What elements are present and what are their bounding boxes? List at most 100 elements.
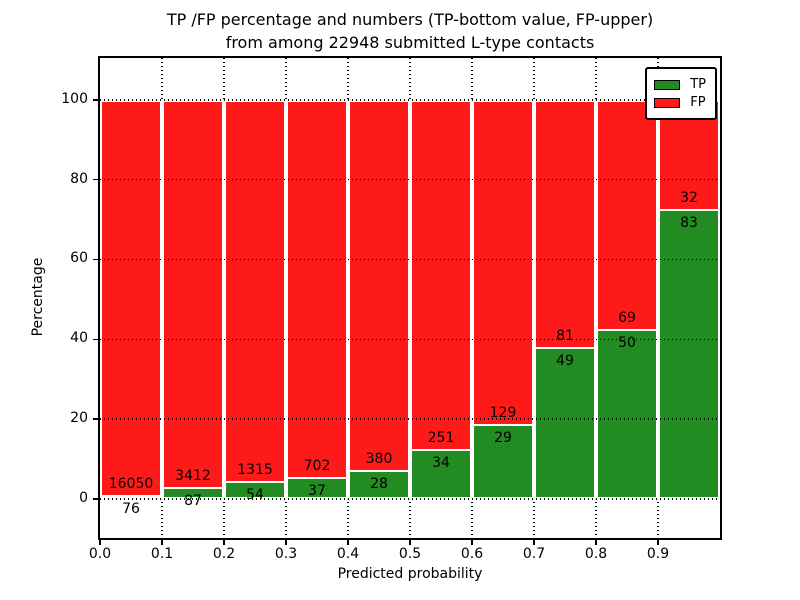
horizontal-gridline	[100, 179, 720, 181]
x-tick-label: 0.5	[398, 546, 422, 562]
tp-count-label: 49	[556, 352, 574, 369]
tp-count-label: 29	[494, 429, 512, 446]
tp-legend-label: TP	[690, 77, 706, 92]
fp-bar-segment	[226, 101, 284, 482]
chart-title: TP /FP percentage and numbers (TP-bottom…	[20, 8, 800, 54]
horizontal-gridline	[100, 99, 720, 101]
tp-count-label: 50	[618, 335, 636, 352]
x-tick-mark	[161, 540, 163, 545]
tp-bar-segment	[536, 346, 594, 497]
stacked-bar	[534, 99, 596, 499]
horizontal-gridline	[100, 338, 720, 340]
y-tick-label: 80	[70, 170, 88, 187]
x-tick-label: 0.8	[584, 546, 608, 562]
y-tick-label: 60	[70, 250, 88, 267]
fp-count-label: 16050	[108, 476, 154, 493]
x-tick-label: 0.2	[212, 546, 236, 562]
tp-count-label: 76	[122, 501, 140, 518]
fp-count-label: 69	[618, 310, 636, 327]
tp-count-label: 34	[432, 455, 450, 472]
tp-legend-swatch	[654, 79, 681, 90]
fp-bar-segment	[536, 101, 594, 347]
fp-count-label: 251	[427, 430, 455, 447]
stacked-bar	[348, 99, 410, 499]
y-tick-mark	[93, 258, 98, 261]
x-tick-label: 0.1	[150, 546, 174, 562]
fp-bar-segment	[412, 101, 470, 450]
horizontal-gridline	[100, 418, 720, 420]
stacked-bar	[224, 99, 286, 499]
x-tick-mark	[99, 540, 101, 545]
fp-count-label: 81	[556, 327, 574, 344]
y-tick-label: 20	[70, 410, 88, 427]
plot-area: 16050 76 3412 87 1315 54 702 37 380 28 251 34 129 29 8…	[98, 56, 722, 540]
fp-count-label: 129	[489, 404, 517, 421]
x-tick-mark	[223, 540, 225, 545]
y-tick-mark	[93, 178, 98, 181]
y-tick-label: 0	[79, 489, 88, 506]
x-tick-label: 0.0	[88, 546, 112, 562]
tp-bar-segment	[102, 494, 160, 497]
fp-legend-label: FP	[690, 95, 706, 110]
stacked-bar	[472, 99, 534, 499]
x-tick-label: 0.7	[522, 546, 546, 562]
x-axis-label: Predicted probability	[337, 566, 483, 582]
fp-count-label: 1315	[237, 462, 273, 479]
tp-bar-segment	[474, 423, 532, 497]
y-tick-label: 40	[70, 330, 88, 347]
fp-bar-segment	[598, 101, 656, 330]
horizontal-gridline	[100, 258, 720, 261]
horizontal-gridline	[100, 498, 720, 500]
tp-bar-segment	[350, 469, 408, 497]
tp-bar-segment	[288, 476, 346, 497]
tp-bar-segment	[598, 329, 656, 497]
stacked-bar	[286, 99, 348, 499]
x-tick-mark	[533, 540, 535, 545]
stacked-bar	[410, 99, 472, 499]
fp-count-label: 32	[680, 189, 698, 206]
fp-count-label: 702	[303, 457, 331, 474]
tp-count-label: 87	[184, 492, 202, 509]
chart-title-line2: from among 22948 submitted L-type contac…	[225, 33, 595, 53]
fp-bar-segment	[474, 101, 532, 424]
tp-bar-segment	[412, 449, 470, 497]
y-axis-label: Percentage	[30, 257, 46, 337]
x-tick-mark	[347, 540, 349, 545]
tp-bar-segment	[226, 481, 284, 497]
tp-bar-segment	[164, 486, 222, 497]
stacked-bar	[162, 99, 224, 499]
y-tick-label: 100	[61, 90, 88, 107]
fp-bar-segment	[164, 101, 222, 487]
x-tick-mark	[595, 540, 597, 545]
tp-count-label: 83	[680, 214, 698, 231]
stacked-bar	[658, 99, 720, 499]
y-tick-mark	[93, 99, 98, 101]
fp-count-label: 3412	[175, 467, 211, 484]
x-tick-label: 0.3	[274, 546, 298, 562]
y-tick-mark	[93, 418, 98, 420]
fp-legend-swatch	[654, 97, 681, 108]
fp-bar-segment	[102, 101, 160, 495]
x-tick-label: 0.6	[460, 546, 484, 562]
x-tick-mark	[657, 540, 659, 545]
fp-bar-segment	[288, 101, 346, 477]
plot-canvas: 16050 76 3412 87 1315 54 702 37 380 28 251 34 129 29 8…	[100, 58, 720, 538]
x-tick-mark	[409, 540, 411, 545]
fp-bar-segment	[350, 101, 408, 470]
x-tick-mark	[471, 540, 473, 545]
chart-title-line1: TP /FP percentage and numbers (TP-bottom…	[166, 10, 654, 29]
x-tick-mark	[285, 540, 287, 545]
tp-count-label: 37	[308, 482, 326, 499]
x-tick-label: 0.4	[336, 546, 360, 562]
tp-count-label: 28	[370, 475, 388, 492]
legend: TP FP	[645, 67, 717, 120]
tp-bar-segment	[660, 208, 718, 497]
y-tick-mark	[93, 338, 98, 341]
stacked-bar	[100, 99, 162, 499]
legend-item-fp: FP	[654, 95, 706, 110]
y-tick-mark	[93, 498, 98, 500]
tp-count-label: 54	[246, 487, 264, 504]
legend-item-tp: TP	[654, 77, 706, 92]
fp-count-label: 380	[365, 450, 393, 467]
